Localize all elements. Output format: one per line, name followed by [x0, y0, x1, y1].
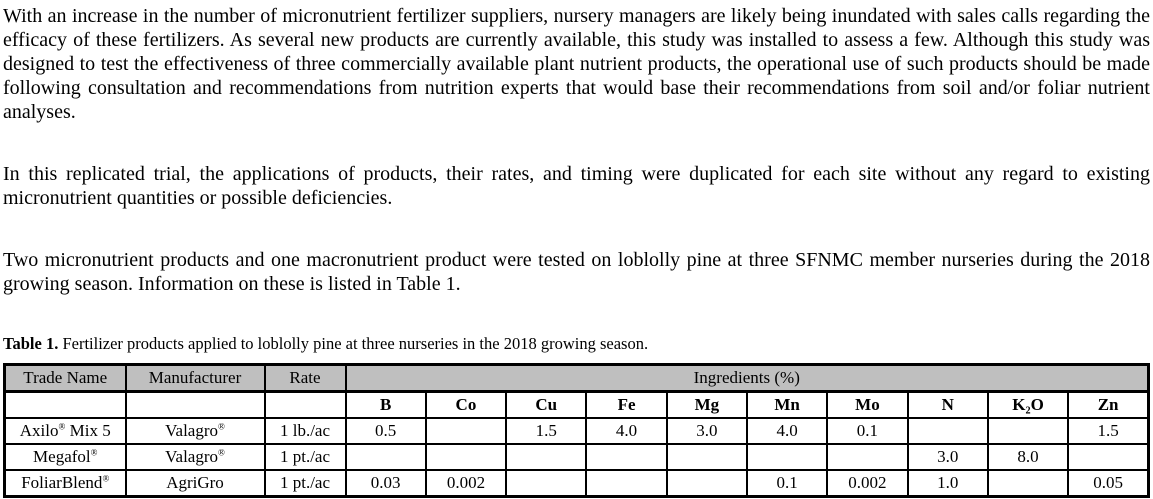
- registered-mark: ®: [218, 447, 225, 458]
- ingredient-value-cell: [505, 469, 588, 498]
- manufacturer-text: AgriGro: [166, 473, 224, 492]
- paragraph-2: In this replicated trial, the applicatio…: [3, 163, 1150, 209]
- manufacturer-text: Valagro: [165, 421, 219, 440]
- rate-cell: 1 lb./ac: [263, 417, 347, 445]
- ingredient-value-cell: [665, 443, 748, 471]
- ingredient-value-cell: 8.0: [986, 443, 1070, 471]
- col-header-k2o: K₂O: [986, 390, 1070, 419]
- table-row: Axilo® Mix 5 Valagro® 1 lb./ac 0.5 1.5 4…: [3, 417, 1150, 445]
- manufacturer-cell: Valagro®: [124, 417, 266, 445]
- ingredient-value-cell: [585, 469, 668, 498]
- ingredient-value-cell: 0.002: [826, 469, 909, 498]
- document-body: With an increase in the number of micron…: [3, 4, 1150, 498]
- col-header-n: N: [906, 390, 989, 419]
- col-header-b: B: [344, 390, 427, 419]
- trade-name-text: Axilo: [19, 421, 59, 440]
- ingredient-value-cell: [986, 469, 1070, 498]
- ingredient-value-cell: [826, 443, 909, 471]
- ingredient-value-cell: 0.002: [424, 469, 508, 498]
- ingredient-value-cell: [745, 443, 829, 471]
- empty-cell: [263, 390, 347, 419]
- trade-name-suffix: Mix 5: [65, 421, 111, 440]
- manufacturer-cell: AgriGro: [124, 469, 266, 498]
- ingredient-value-cell: [424, 417, 508, 445]
- header-cell-rate: Rate: [263, 363, 347, 393]
- table-row: Megafol® Valagro® 1 pt./ac 3.0 8.0: [3, 443, 1150, 471]
- registered-mark: ®: [102, 473, 110, 484]
- header-cell-trade-name: Trade Name: [3, 363, 127, 393]
- table-header-row: Trade Name Manufacturer Rate Ingredients…: [3, 363, 1150, 393]
- ingredient-value-cell: 1.5: [505, 417, 588, 445]
- ingredient-value-cell: 1.0: [906, 469, 989, 498]
- registered-mark: ®: [58, 421, 66, 432]
- col-header-mg: Mg: [665, 390, 748, 419]
- ingredient-value-cell: 4.0: [585, 417, 668, 445]
- registered-mark: ®: [90, 447, 98, 458]
- rate-cell: 1 pt./ac: [263, 469, 347, 498]
- header-cell-ingredients-group: Ingredients (%): [344, 363, 1150, 393]
- ingredient-value-cell: 0.1: [745, 469, 829, 498]
- paragraph-3: Two micronutrient products and one macro…: [3, 249, 1150, 295]
- table-caption: Table 1. Fertilizer products applied to …: [3, 334, 1150, 354]
- ingredient-value-cell: [424, 443, 508, 471]
- empty-cell: [3, 390, 127, 419]
- header-cell-manufacturer: Manufacturer: [124, 363, 266, 393]
- table-caption-label: Table 1.: [3, 334, 59, 353]
- paragraph-1: With an increase in the number of micron…: [3, 5, 1150, 123]
- col-header-zn: Zn: [1067, 390, 1150, 419]
- trade-name-cell: FoliarBlend®: [3, 469, 127, 498]
- col-header-mn: Mn: [745, 390, 829, 419]
- manufacturer-cell: Valagro®: [124, 443, 266, 471]
- trade-name-text: Megafol: [33, 447, 91, 466]
- empty-cell: [124, 390, 266, 419]
- col-header-fe: Fe: [585, 390, 668, 419]
- ingredient-value-cell: [1067, 443, 1150, 471]
- ingredient-value-cell: 1.5: [1067, 417, 1150, 445]
- col-header-mo: Mo: [826, 390, 909, 419]
- ingredient-value-cell: 3.0: [906, 443, 989, 471]
- rate-cell: 1 pt./ac: [263, 443, 347, 471]
- ingredient-value-cell: [665, 469, 748, 498]
- table-subheader-row: B Co Cu Fe Mg Mn Mo N K₂O Zn: [3, 390, 1150, 419]
- ingredient-value-cell: [505, 443, 588, 471]
- col-header-cu: Cu: [505, 390, 588, 419]
- ingredient-value-cell: [906, 417, 989, 445]
- ingredient-value-cell: [986, 417, 1070, 445]
- ingredient-value-cell: 0.1: [826, 417, 909, 445]
- ingredient-value-cell: 0.5: [344, 417, 427, 445]
- ingredient-value-cell: [585, 443, 668, 471]
- ingredient-value-cell: 3.0: [665, 417, 748, 445]
- manufacturer-text: Valagro: [165, 447, 219, 466]
- fertilizer-products-table: Trade Name Manufacturer Rate Ingredients…: [3, 363, 1150, 498]
- table-caption-text: Fertilizer products applied to loblolly …: [58, 334, 649, 353]
- trade-name-cell: Axilo® Mix 5: [3, 417, 127, 445]
- table-row: FoliarBlend® AgriGro 1 pt./ac 0.03 0.002…: [3, 469, 1150, 498]
- registered-mark: ®: [218, 421, 225, 432]
- ingredient-value-cell: 4.0: [745, 417, 829, 445]
- col-header-co: Co: [424, 390, 508, 419]
- ingredient-value-cell: [344, 443, 427, 471]
- trade-name-text: FoliarBlend: [21, 473, 103, 492]
- trade-name-cell: Megafol®: [3, 443, 127, 471]
- ingredient-value-cell: 0.03: [344, 469, 427, 498]
- ingredient-value-cell: 0.05: [1067, 469, 1150, 498]
